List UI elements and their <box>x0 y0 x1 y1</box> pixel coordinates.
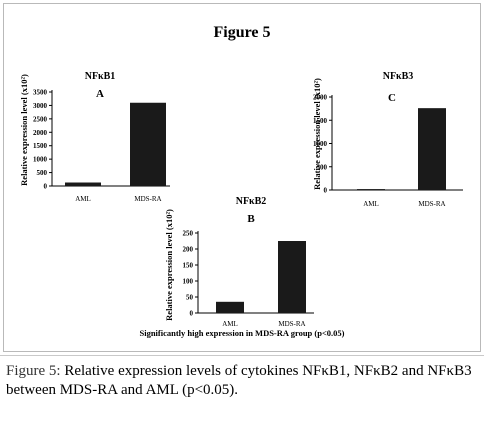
y-tick-label: 3500 <box>33 89 48 97</box>
y-tick-label: 3000 <box>33 102 48 110</box>
y-tick-label: 2000 <box>33 129 48 137</box>
figure-frame <box>3 3 481 352</box>
bar-nfkb1-mds-ra <box>130 102 166 186</box>
caption-divider <box>0 355 484 356</box>
x-tick-label: MDS-RA <box>418 200 445 208</box>
bar-nfkb1-aml <box>65 182 101 186</box>
y-axis-label-nfkb2: Relative expression level (x10²) <box>164 209 174 321</box>
y-tick-label: 100 <box>183 278 194 286</box>
y-tick-label: 1500 <box>313 117 328 125</box>
figure-caption: Figure 5: Relative expression levels of … <box>6 362 476 400</box>
x-tick-label: MDS-RA <box>278 320 305 328</box>
y-tick-label: 2000 <box>313 94 328 102</box>
y-tick-label: 1500 <box>33 142 48 150</box>
y-tick-label: 0 <box>44 183 48 191</box>
x-tick-label: AML <box>363 200 379 208</box>
y-tick-label: 1000 <box>313 140 328 148</box>
y-axis-label-nfkb1: Relative expression level (x10²) <box>19 74 29 186</box>
figure-footnote: Significantly high expression in MDS-RA … <box>139 328 345 338</box>
y-tick-label: 500 <box>37 169 48 177</box>
panel-label-nfkb1: A <box>96 88 104 100</box>
y-axis-label-nfkb3: Relative expression level (x10²) <box>312 78 322 190</box>
bar-nfkb2-aml <box>216 301 244 313</box>
y-tick-label: 250 <box>183 230 194 238</box>
x-tick-label: AML <box>222 320 238 328</box>
caption-text: Relative expression levels of cytokines … <box>6 363 472 398</box>
bar-nfkb3-mds-ra <box>418 108 446 190</box>
y-tick-label: 500 <box>317 163 328 171</box>
panel-label-nfkb3: C <box>388 92 396 104</box>
chart-title-nfkb1: NFκB1 <box>85 71 116 82</box>
y-tick-label: 0 <box>190 310 194 318</box>
y-tick-label: 50 <box>186 294 194 302</box>
bar-nfkb2-mds-ra <box>278 241 306 313</box>
figure-title: Figure 5 <box>213 24 271 41</box>
y-tick-label: 2500 <box>33 115 48 123</box>
x-tick-label: AML <box>75 195 91 203</box>
bar-nfkb3-aml <box>357 189 385 191</box>
chart-title-nfkb3: NFκB3 <box>383 71 414 82</box>
y-tick-label: 1000 <box>33 156 48 164</box>
x-tick-label: MDS-RA <box>134 195 161 203</box>
y-tick-label: 0 <box>324 187 328 195</box>
y-tick-label: 200 <box>183 246 194 254</box>
caption-label: Figure 5: <box>6 363 61 379</box>
panel-label-nfkb2: B <box>247 213 255 225</box>
y-tick-label: 150 <box>183 262 194 270</box>
chart-title-nfkb2: NFκB2 <box>236 196 267 207</box>
